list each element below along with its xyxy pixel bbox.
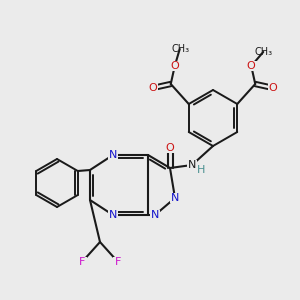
Bar — [268, 83, 279, 93]
Bar — [108, 150, 118, 160]
Text: N: N — [188, 160, 196, 170]
Text: H: H — [197, 165, 205, 175]
Bar — [169, 61, 180, 71]
Text: O: O — [148, 83, 157, 93]
Text: O: O — [247, 61, 256, 71]
Bar — [246, 61, 257, 71]
Text: F: F — [115, 257, 121, 267]
Text: N: N — [171, 193, 179, 203]
Text: O: O — [269, 83, 278, 93]
Text: O: O — [166, 143, 174, 153]
Text: N: N — [109, 210, 117, 220]
Bar — [147, 83, 158, 93]
Text: O: O — [170, 61, 179, 71]
Bar — [170, 193, 180, 203]
Bar — [113, 257, 123, 267]
Text: N: N — [109, 150, 117, 160]
Bar — [108, 210, 118, 220]
Text: CH₃: CH₃ — [254, 47, 272, 57]
Bar — [150, 210, 160, 220]
Text: F: F — [79, 257, 85, 267]
Bar — [187, 160, 197, 170]
Bar — [164, 143, 175, 153]
Text: N: N — [151, 210, 159, 220]
Bar — [77, 257, 87, 267]
Text: CH₃: CH₃ — [172, 44, 190, 54]
